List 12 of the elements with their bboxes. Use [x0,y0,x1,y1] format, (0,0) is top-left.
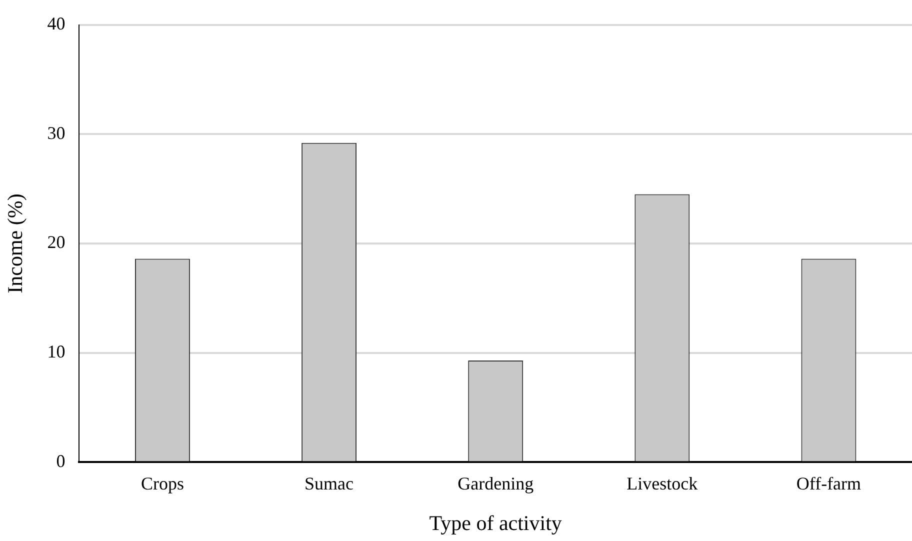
y-axis-title: Income (%) [3,194,28,294]
x-tick-label: Crops [140,474,184,494]
x-tick-label: Livestock [626,474,698,494]
x-tick-label: Off-farm [796,474,862,494]
y-tick-label: 30 [47,122,66,143]
x-tick-label: Gardening [458,474,534,494]
y-tick-label: 0 [56,450,66,471]
x-axis-title: Type of activity [429,510,562,535]
y-tick-label: 10 [47,342,66,362]
x-tick-label: Sumac [304,474,354,494]
y-tick-label: 40 [47,14,66,34]
y-tick-label: 20 [47,232,66,252]
